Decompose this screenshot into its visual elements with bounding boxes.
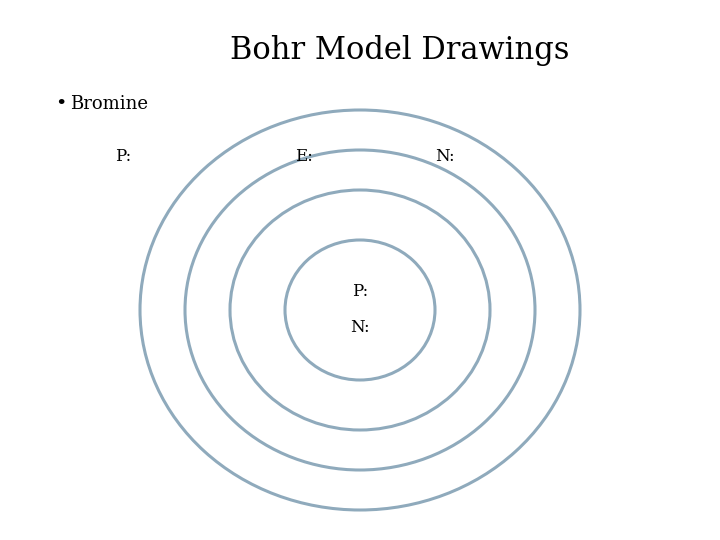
Text: P:: P: (115, 148, 131, 165)
Text: E:: E: (295, 148, 313, 165)
Text: N:: N: (435, 148, 454, 165)
Text: •: • (55, 95, 66, 113)
Text: Bohr Model Drawings: Bohr Model Drawings (230, 35, 570, 66)
Text: N:: N: (350, 320, 370, 336)
Text: P:: P: (352, 284, 368, 300)
Text: Bromine: Bromine (70, 95, 148, 113)
